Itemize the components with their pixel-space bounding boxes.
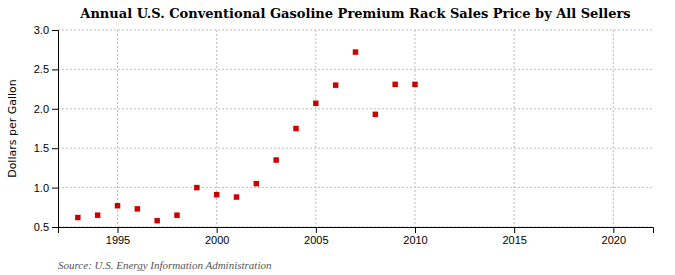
points [75,49,418,223]
tick: 1.5 [34,142,58,154]
tick-label: 1.5 [34,142,49,154]
title: Annual U.S. Conventional Gasoline Premiu… [79,6,630,21]
point [273,157,278,162]
point [293,126,298,131]
grid-line [58,148,653,149]
point [174,212,179,217]
tick-label: 2.5 [34,63,49,75]
tick-mark [514,227,515,233]
tick-mark [415,227,416,233]
tick: 2005 [304,227,328,246]
point [214,192,219,197]
plot-area: 1995 2000 2005 2010 2015 2020 0.5 1.0 1.5 2.0 2.5 3… [34,24,654,246]
tick-mark [613,227,614,233]
annotation: Source: U.S. Energy Information Administ… [58,259,272,271]
point [194,185,199,190]
tick-mark [52,30,58,31]
point [392,82,397,87]
tick-label: 2.0 [34,103,49,115]
grid-line [613,30,614,227]
axis-line [59,228,654,234]
tick: 3.0 [34,24,58,36]
tick-label: 2005 [304,234,328,246]
tick: 2015 [502,227,526,246]
grid-line [58,108,653,109]
y-axis: 0.5 1.0 1.5 2.0 2.5 3.0 [34,24,59,233]
tick: 2010 [403,227,427,246]
tick: 1.0 [34,182,58,194]
tick-label: 2010 [403,234,427,246]
tick-mark [52,188,58,189]
point [75,215,80,220]
tick: 0.5 [34,221,58,233]
tick-mark [52,109,58,110]
tick-label: 2000 [205,234,229,246]
point [135,206,140,211]
point [154,218,159,223]
point [115,203,120,208]
tick-label: 1995 [106,234,130,246]
tick-mark [118,227,119,233]
point [254,181,259,186]
chart: 1995 2000 2005 2010 2015 2020 0.5 1.0 1.5 2.0 2.5 3… [0,0,675,275]
point [412,82,417,87]
grid-line [117,30,118,227]
tick-mark [52,69,58,70]
point [234,194,239,199]
x-axis: 1995 2000 2005 2010 2015 2020 [59,227,654,246]
tick-label: 3.0 [34,24,49,36]
grid [58,30,653,227]
tick-label: 2020 [602,234,626,246]
grid-line [415,30,416,227]
grid-line [58,69,653,70]
y-label: Dollars per Gallon [6,79,19,178]
point [333,82,338,87]
tick: 1995 [106,227,130,246]
grid-line [216,30,217,227]
tick-label: 2015 [502,234,526,246]
tick: 2.5 [34,63,58,75]
grid-line [514,30,515,227]
tick-mark [217,227,218,233]
tick-mark [52,148,58,149]
grid-line [315,30,316,227]
point [313,101,318,106]
tick-label: 0.5 [34,221,49,233]
point [95,212,100,217]
tick: 2.0 [34,103,58,115]
point [373,112,378,117]
tick: 2000 [205,227,229,246]
tick: 2020 [602,227,626,246]
grid-line [58,30,653,31]
tick-label: 1.0 [34,182,49,194]
tick-mark [316,227,317,233]
tick-mark [52,227,58,228]
grid-line [58,187,653,188]
axis-line [52,31,59,228]
point [353,49,358,54]
